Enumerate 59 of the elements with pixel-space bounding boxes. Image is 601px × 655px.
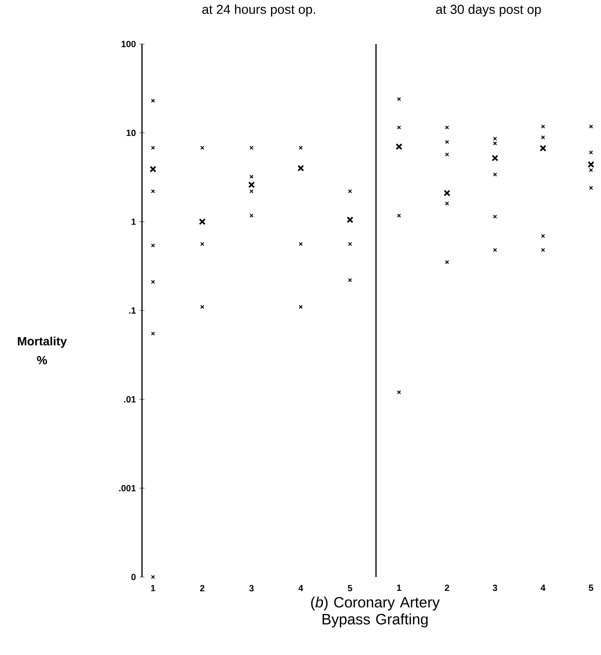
point [493, 248, 498, 252]
point [541, 124, 546, 128]
point [589, 186, 594, 190]
x-tick-label: 5 [348, 585, 352, 592]
y-axis-title: Mortality % [18, 336, 67, 364]
y-tick-label: .001 [119, 484, 136, 492]
point [588, 161, 594, 168]
point [445, 140, 450, 144]
point [200, 146, 204, 150]
point [298, 304, 303, 309]
x-tick-label: 5 [588, 584, 594, 591]
y-tick-label: 10 [126, 130, 136, 136]
point [348, 278, 352, 282]
text: (b) Coronary Artery Bypass Grafting [311, 596, 440, 628]
point [492, 154, 498, 162]
point [541, 234, 546, 238]
x-tick-label: 4 [540, 584, 546, 591]
y-tick-label: 1 [132, 218, 136, 225]
chart-title: at 24 hours post op. [202, 4, 316, 16]
point [151, 332, 155, 336]
chart-title: at 30 days post op [436, 4, 541, 16]
point [297, 164, 304, 172]
point [445, 202, 450, 206]
x-tick-label: 3 [249, 585, 254, 592]
point [150, 166, 156, 172]
point [250, 214, 254, 218]
y-tick-label: .1 [129, 307, 136, 314]
point [198, 218, 206, 226]
point [493, 141, 498, 146]
point [298, 146, 303, 150]
x-tick-label: 1 [151, 585, 156, 592]
point [445, 125, 450, 130]
point [397, 214, 402, 218]
point [248, 181, 255, 188]
point [445, 152, 450, 157]
point [493, 172, 498, 176]
x-tick-label: 3 [492, 584, 498, 592]
point [444, 190, 450, 196]
y-tick-label: 0 [131, 574, 136, 580]
point [397, 125, 402, 130]
x-tick-label: 1 [397, 584, 402, 591]
point [151, 575, 155, 580]
point [493, 214, 498, 219]
point [397, 97, 402, 102]
point [200, 304, 204, 309]
point [348, 242, 352, 246]
y-tick-label: .01 [124, 396, 136, 403]
point [346, 216, 354, 224]
point [396, 143, 402, 150]
point [540, 144, 546, 152]
x-tick-label: 2 [200, 585, 204, 592]
point [589, 124, 594, 128]
x-tick-label: 2 [444, 584, 450, 591]
point [541, 248, 546, 252]
point [151, 243, 155, 248]
y-tick-label: 100 [122, 40, 136, 48]
x-tick-label: 4 [298, 585, 304, 592]
point [151, 280, 155, 284]
point [589, 150, 594, 155]
